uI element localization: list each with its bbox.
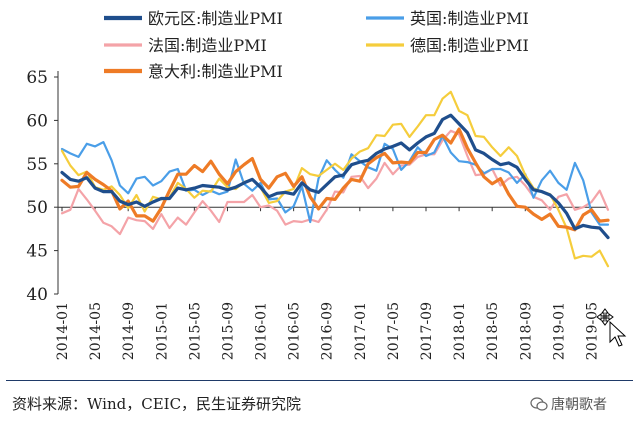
x-tick-label: 2018-09	[518, 302, 534, 360]
chart-legend: 欧元区:制造业PMI 英国:制造业PMI 法国:制造业PMI 德国:制造业PMI 意大利…	[104, 9, 529, 81]
x-tick-label: 2019-05	[584, 302, 600, 360]
y-tick-label: 55	[26, 155, 48, 175]
y-tick-label: 65	[26, 68, 48, 88]
legend-label-1: 英国:制造业PMI	[410, 9, 529, 28]
legend-label-2: 法国:制造业PMI	[148, 36, 267, 55]
x-tick-label: 2014-01	[55, 302, 71, 360]
x-tick-label: 2017-09	[419, 302, 435, 360]
y-tick-label: 60	[26, 111, 48, 131]
x-tick-label: 2017-05	[386, 302, 402, 360]
y-axis: 40 45 50 55 60 65	[26, 68, 59, 305]
series-line-0	[60, 113, 610, 240]
wechat-logo-icon	[530, 397, 548, 411]
x-tick-label: 2016-09	[320, 302, 336, 360]
series-line-3	[60, 90, 610, 268]
source-note: 资料来源：Wind，CEIC，民生证券研究院	[12, 395, 302, 413]
legend-label-4: 意大利:制造业PMI	[148, 62, 283, 81]
x-tick-label: 2014-05	[88, 302, 104, 360]
legend-label-3: 德国:制造业PMI	[410, 36, 529, 55]
x-tick-label: 2015-01	[154, 302, 170, 360]
y-tick-label: 50	[26, 198, 48, 218]
x-tick-label: 2015-09	[220, 302, 236, 360]
source-divider	[6, 380, 633, 381]
y-tick-label: 40	[26, 285, 48, 305]
x-tick-label: 2015-05	[187, 302, 203, 360]
y-tick-label: 45	[26, 242, 48, 262]
series-layer	[60, 90, 610, 268]
watermark: 唐朝歌者	[530, 394, 607, 414]
x-tick-label: 2014-09	[121, 302, 137, 360]
x-tick-label: 2018-05	[485, 302, 501, 360]
x-tick-label: 2018-01	[452, 302, 468, 360]
x-tick-label: 2016-05	[287, 302, 303, 360]
x-tick-label: 2017-01	[353, 302, 369, 360]
series-line-2	[60, 129, 610, 236]
move-cursor-icon	[596, 308, 627, 347]
series-line-4	[60, 127, 610, 232]
watermark-text: 唐朝歌者	[551, 397, 607, 413]
series-line-1	[60, 134, 610, 226]
legend-label-0: 欧元区:制造业PMI	[148, 9, 283, 28]
x-axis: 2014-01 2014-05 2014-09 2015-01 2015-05 2015-…	[55, 206, 608, 360]
x-tick-label: 2019-01	[551, 302, 567, 360]
x-tick-label: 2016-01	[254, 302, 270, 360]
